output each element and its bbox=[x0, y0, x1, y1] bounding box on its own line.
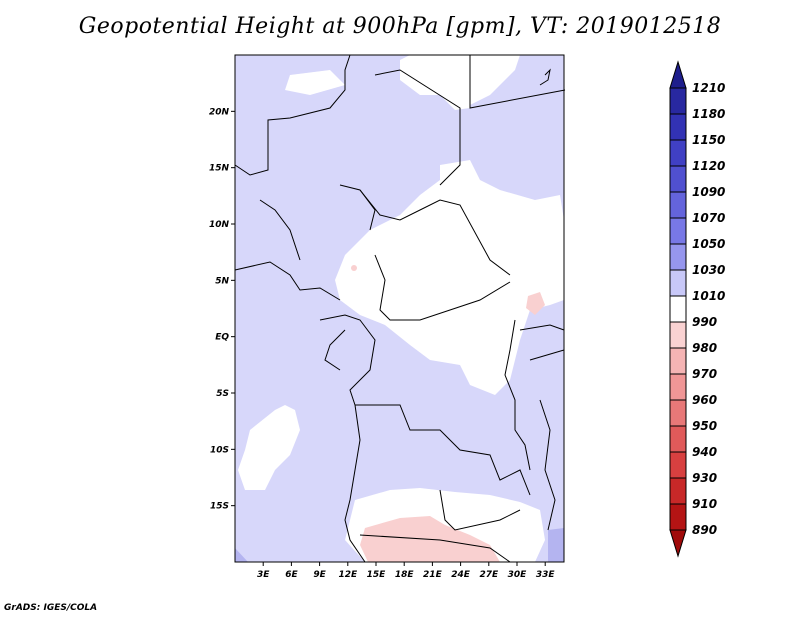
lon-tick-label: 27E bbox=[479, 570, 499, 580]
colorbar-level-label: 1010 bbox=[692, 289, 725, 303]
white-region-north bbox=[400, 55, 470, 110]
lat-tick-label: 5S bbox=[216, 389, 229, 399]
colorbar-swatch bbox=[669, 243, 687, 271]
coast-gabon bbox=[324, 329, 346, 371]
colorbar-level-label: 980 bbox=[692, 341, 717, 355]
colorbar-level-label: 910 bbox=[692, 497, 717, 511]
colorbar-level-label: 960 bbox=[692, 393, 717, 407]
colorbar-swatch bbox=[669, 425, 687, 453]
border-zambia bbox=[439, 489, 521, 531]
coast-angola bbox=[344, 404, 366, 563]
map-frame bbox=[234, 54, 565, 563]
border-east-africa bbox=[519, 324, 565, 361]
colorbar-swatch bbox=[669, 347, 687, 375]
colorbar-swatch bbox=[669, 503, 687, 531]
colorbar-level-label: 940 bbox=[692, 445, 717, 459]
colorbar-swatch bbox=[669, 451, 687, 479]
colorbar-swatch bbox=[669, 399, 687, 427]
white-region-ne bbox=[470, 55, 520, 105]
lon-tick-label: 3E bbox=[257, 570, 270, 580]
colorbar-swatch bbox=[669, 191, 687, 219]
colorbar-swatch bbox=[669, 477, 687, 505]
colorbar-level-label: 990 bbox=[692, 315, 717, 329]
colorbar-swatch bbox=[669, 321, 687, 349]
map-title: Geopotential Height at 900hPa [gpm], VT:… bbox=[78, 14, 722, 39]
colorbar-level-label: 970 bbox=[692, 367, 717, 381]
border-great-lakes bbox=[504, 319, 531, 471]
colorbar-level-label: 1150 bbox=[692, 133, 725, 147]
colorbar-level-label: 1120 bbox=[692, 159, 725, 173]
colorbar-swatch bbox=[669, 373, 687, 401]
lat-tick-label: EQ bbox=[215, 333, 229, 343]
colorbar: 1210 1180 1150 1120 1090 1070 1050 1030 1010 990 9… bbox=[669, 60, 725, 558]
lat-tick-label: 10S bbox=[210, 445, 229, 455]
white-region-nw bbox=[285, 70, 345, 95]
lon-tick-label: 30E bbox=[508, 570, 528, 580]
border-mozambique bbox=[539, 399, 556, 531]
lat-tick-label: 15S bbox=[210, 502, 229, 512]
colorbar-level-label: 950 bbox=[692, 419, 717, 433]
colorbar-level-label: 1050 bbox=[692, 237, 725, 251]
colorbar-level-label: 890 bbox=[692, 523, 717, 537]
pink-spot bbox=[351, 265, 357, 271]
white-region-atlantic bbox=[238, 405, 300, 490]
lon-tick-label: 6E bbox=[285, 570, 298, 580]
colorbar-level-label: 1030 bbox=[692, 263, 725, 277]
lat-tick-label: 20N bbox=[209, 107, 230, 117]
border-libya-chad bbox=[374, 69, 461, 186]
border-egypt bbox=[469, 55, 566, 109]
border-car-north bbox=[359, 189, 511, 276]
colorbar-swatch bbox=[669, 217, 687, 245]
border-congo bbox=[319, 314, 376, 406]
lon-tick-label: 33E bbox=[536, 570, 556, 580]
longitude-axis: 3E 6E 9E 12E 15E 18E 21E 24E 27E 30E 33E bbox=[257, 562, 555, 580]
lon-tick-label: 12E bbox=[338, 570, 358, 580]
lon-tick-label: 21E bbox=[423, 570, 443, 580]
country-borders bbox=[234, 54, 566, 563]
border-west-sahara bbox=[234, 54, 351, 176]
lat-tick-label: 10N bbox=[209, 220, 230, 230]
pink-region-lake bbox=[526, 292, 545, 315]
colorbar-swatch bbox=[669, 269, 687, 297]
lon-tick-label: 9E bbox=[313, 570, 326, 580]
blue-region-se bbox=[548, 528, 564, 562]
map-panel bbox=[234, 54, 566, 563]
border-namibia bbox=[359, 534, 511, 563]
colorbar-level-label: 1210 bbox=[692, 81, 725, 95]
colorbar-swatch bbox=[669, 139, 687, 167]
colorbar-level-label: 1070 bbox=[692, 211, 725, 225]
white-region-central bbox=[335, 160, 564, 395]
latitude-axis: 20N 15N 10N 5N EQ 5S 10S 15S bbox=[209, 107, 235, 512]
lon-tick-label: 15E bbox=[367, 570, 387, 580]
colorbar-level-label: 1180 bbox=[692, 107, 725, 121]
lat-tick-label: 15N bbox=[209, 164, 230, 174]
colorbar-bottom-arrow bbox=[669, 529, 687, 558]
colorbar-level-label: 1090 bbox=[692, 185, 725, 199]
lon-tick-label: 18E bbox=[395, 570, 415, 580]
coast-red-sea bbox=[539, 68, 551, 86]
colorbar-level-label: 930 bbox=[692, 471, 717, 485]
colorbar-swatch bbox=[669, 165, 687, 193]
grads-credit: GrADS: IGES/COLA bbox=[4, 603, 98, 613]
lon-tick-label: 24E bbox=[451, 570, 471, 580]
coast-gulf-guinea bbox=[234, 261, 341, 301]
blue-contour-regions bbox=[235, 528, 564, 562]
colorbar-swatch bbox=[669, 87, 687, 115]
colorbar-top-arrow bbox=[669, 60, 687, 89]
border-nigeria-w bbox=[259, 199, 301, 261]
lat-tick-label: 5N bbox=[215, 276, 229, 286]
colorbar-swatch bbox=[669, 113, 687, 141]
blue-region-sw bbox=[235, 548, 248, 562]
border-angola-drc bbox=[355, 404, 531, 496]
colorbar-swatch bbox=[669, 295, 687, 323]
border-car-south bbox=[374, 254, 511, 321]
